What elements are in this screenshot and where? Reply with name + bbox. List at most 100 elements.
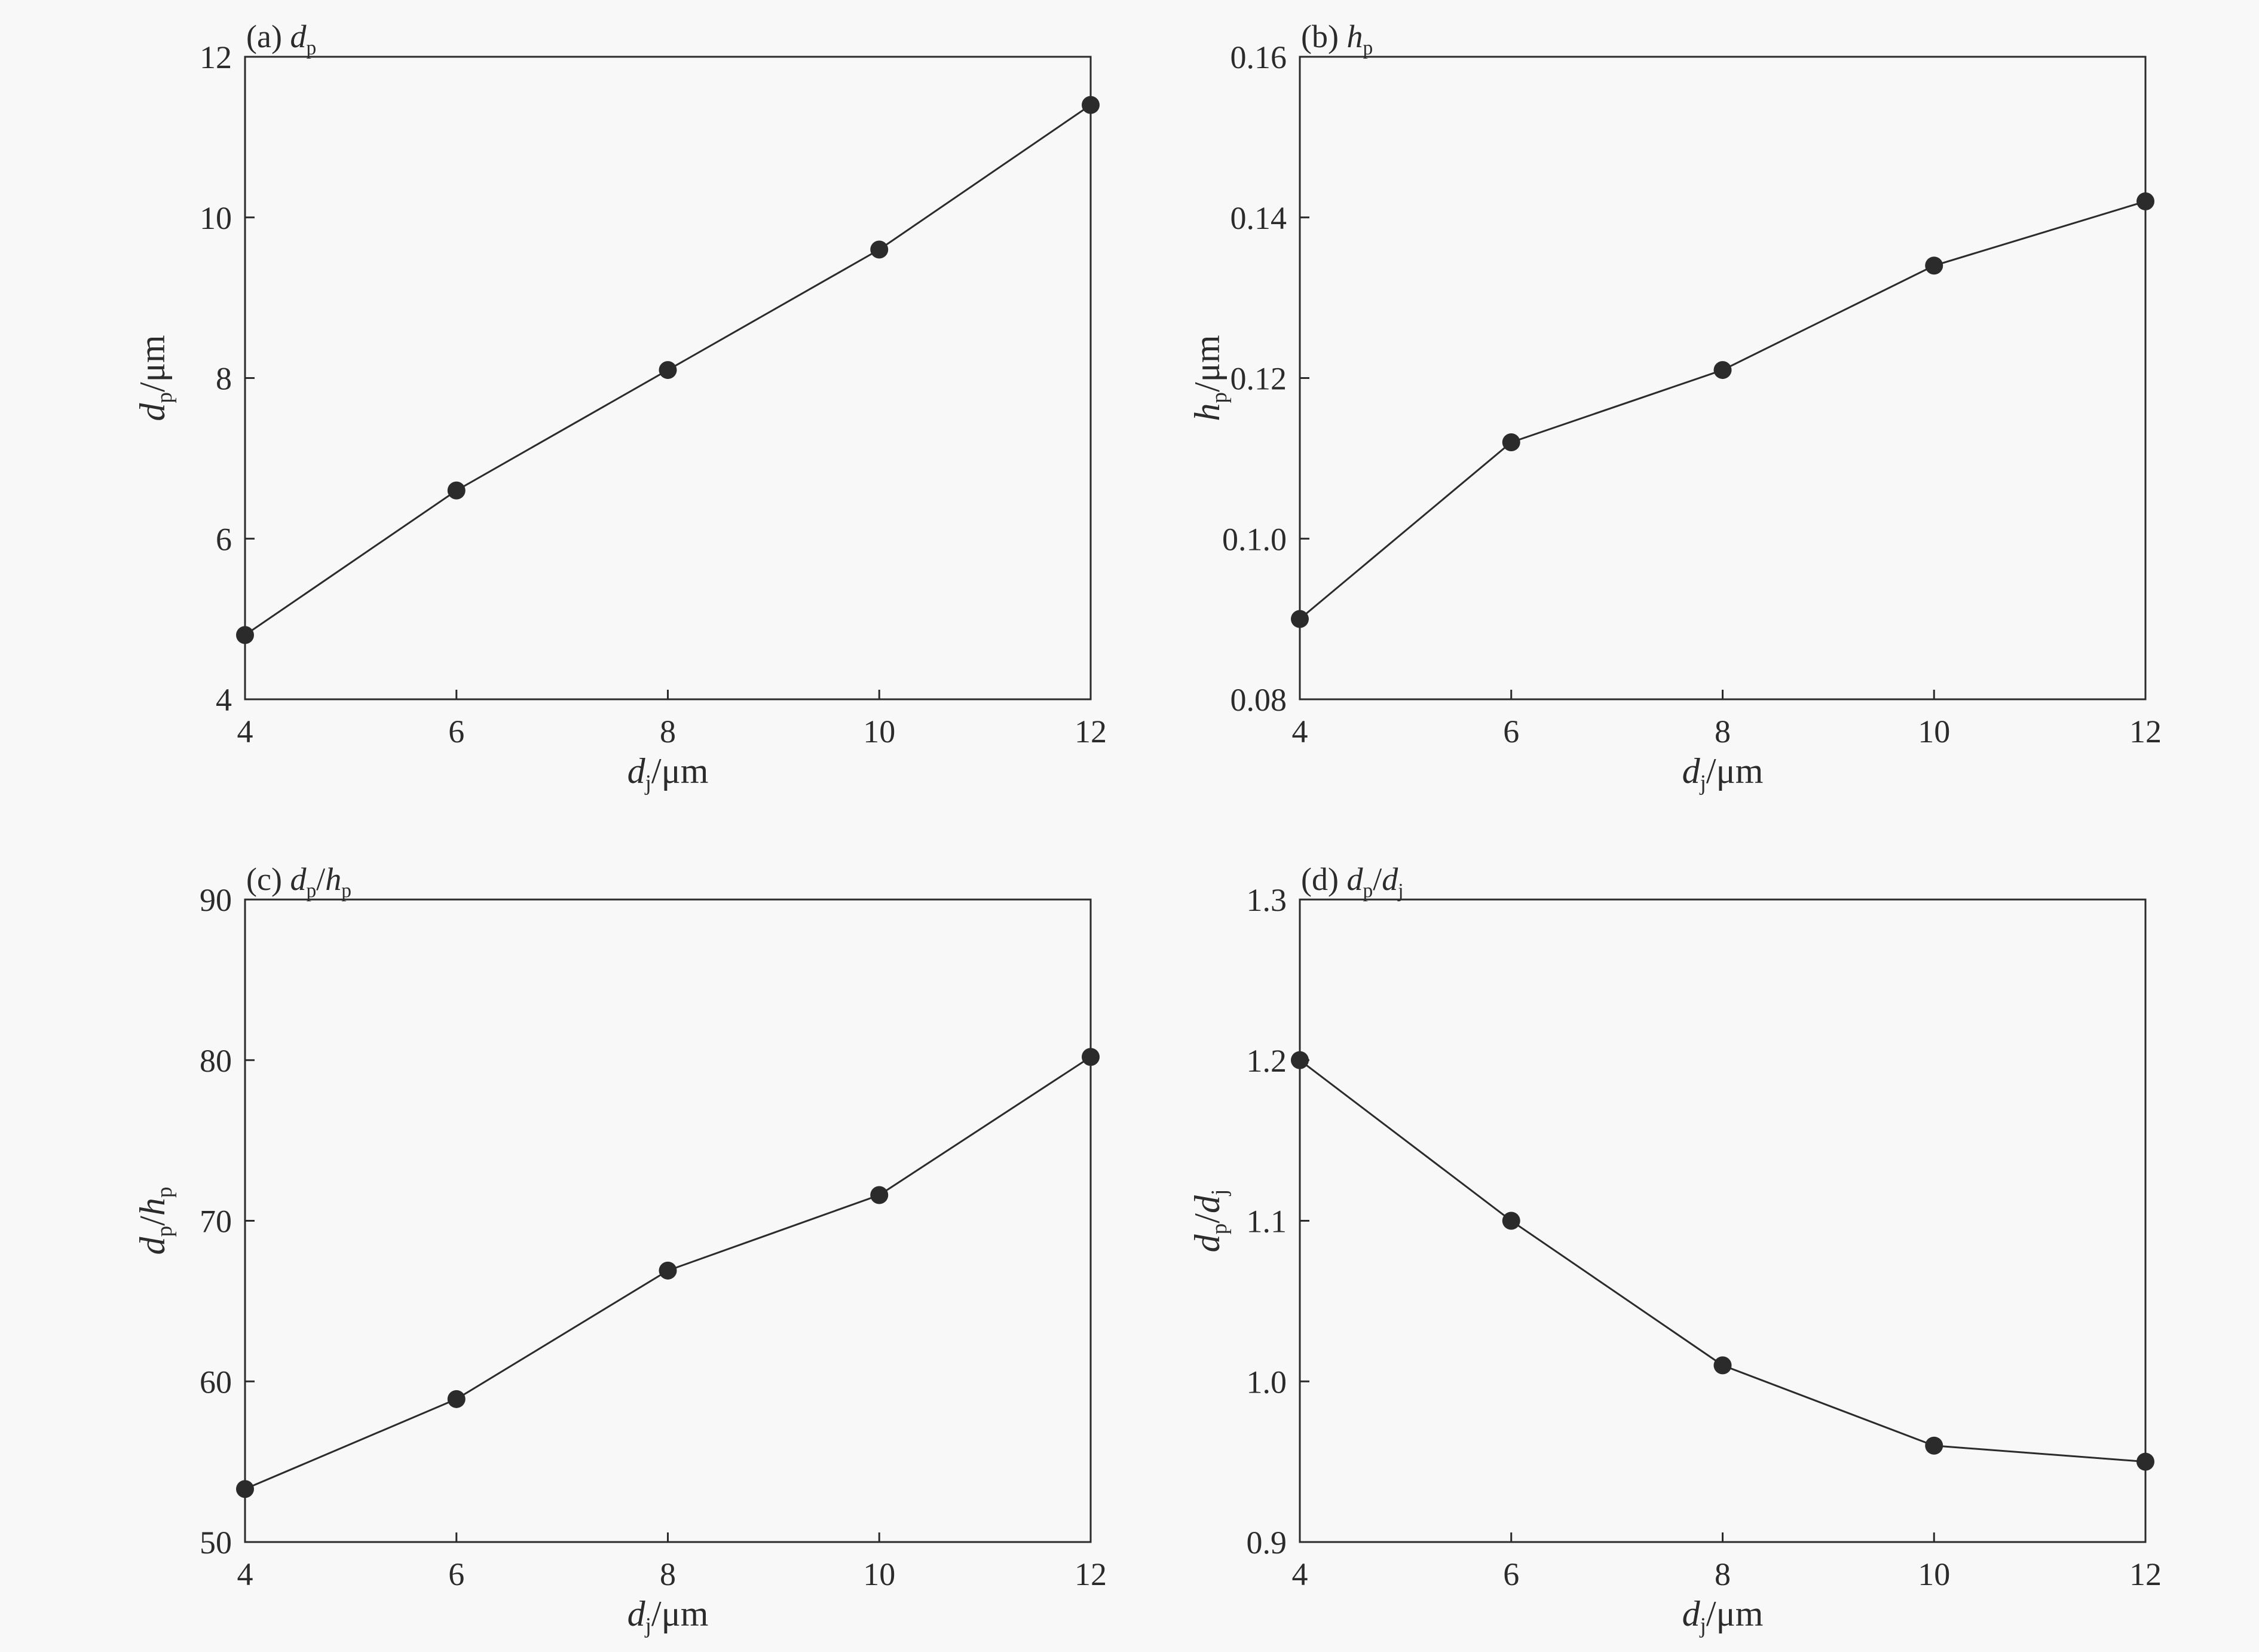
panel-title-part: j [1397, 880, 1403, 902]
data-point [1502, 433, 1520, 451]
y-tick-label: 0.12 [1230, 361, 1287, 397]
y-axis-label: hp/μm [1187, 335, 1232, 421]
x-axis-label-part: j [644, 1614, 651, 1638]
data-point [1925, 1436, 1943, 1455]
panel-title-part: d [290, 861, 307, 897]
y-tick-label: 0.14 [1230, 200, 1287, 236]
x-tick-label: 8 [1715, 1556, 1731, 1592]
x-axis-label-part: /μm [651, 751, 709, 791]
y-tick-label: 6 [216, 521, 232, 557]
data-point [1082, 1048, 1100, 1066]
y-tick-label: 1.3 [1247, 882, 1287, 918]
panel-title-prefix: (a) [246, 19, 290, 54]
y-axis-label-part: h [133, 1198, 172, 1216]
x-axis-label-part: j [1699, 1614, 1706, 1638]
y-axis-label-part: p [1207, 392, 1232, 403]
data-point [659, 1261, 677, 1280]
x-axis-label-part: d [1682, 1594, 1701, 1633]
panel-title-part: d [1382, 861, 1398, 897]
y-tick-label: 12 [200, 39, 232, 75]
x-tick-label: 4 [1292, 714, 1308, 749]
data-point [1291, 610, 1309, 628]
panel-title-part: h [325, 861, 341, 897]
panel-title-part: p [341, 880, 351, 902]
x-tick-label: 10 [1918, 1556, 1950, 1592]
panel-b: 4 6 8 10 120.080.1.00.120.140.16(b) hpdj/μmh… [1187, 19, 2162, 796]
y-tick-label: 50 [200, 1525, 232, 1561]
panel-title-part: p [306, 37, 316, 59]
y-tick-label: 60 [200, 1364, 232, 1400]
x-tick-label: 6 [448, 714, 464, 749]
y-axis-label-part: /μm [1187, 335, 1227, 392]
x-tick-label: 12 [1075, 714, 1107, 749]
x-tick-label: 6 [1503, 1556, 1519, 1592]
y-tick-label: 90 [200, 882, 232, 918]
panel-title: (c) dp/hp [246, 861, 351, 902]
x-axis-label-part: d [1682, 751, 1701, 791]
data-point [447, 481, 466, 500]
x-axis-label: dj/μm [628, 1594, 709, 1638]
y-tick-label: 0.1.0 [1222, 521, 1287, 557]
x-tick-label: 10 [1918, 714, 1950, 749]
x-tick-label: 4 [1292, 1556, 1308, 1592]
panel-title-prefix: (c) [246, 861, 290, 897]
panel-title-part: h [1346, 19, 1363, 54]
x-tick-label: 4 [237, 1556, 253, 1592]
data-point [1713, 1356, 1732, 1375]
x-axis-label-part: d [628, 1594, 646, 1633]
y-axis-label: dp/dj [1187, 1189, 1232, 1253]
data-point [870, 1186, 889, 1204]
data-point [870, 240, 889, 259]
y-axis-label: dp/hp [133, 1187, 177, 1255]
panel-title-part: p [1363, 37, 1373, 59]
series-line [1299, 1059, 2146, 1463]
data-point [2136, 1452, 2154, 1471]
x-axis-label: dj/μm [1682, 751, 1764, 796]
y-axis-label-part: p [152, 1226, 177, 1237]
y-axis-label-part: p [152, 392, 177, 403]
panel-title-prefix: (b) [1301, 19, 1346, 54]
y-tick-label: 80 [200, 1043, 232, 1079]
panel-title: (b) hp [1301, 19, 1373, 59]
y-tick-label: 1.2 [1247, 1043, 1287, 1079]
y-tick-label: 0.9 [1247, 1525, 1287, 1561]
data-point [236, 626, 254, 644]
panel-title-part: / [316, 861, 325, 897]
x-axis-label-part: /μm [1706, 751, 1764, 791]
x-axis-label-part: j [644, 771, 651, 796]
y-tick-label: 4 [216, 682, 232, 718]
y-tick-label: 1.1 [1247, 1204, 1287, 1240]
x-axis-label-part: j [1699, 771, 1706, 796]
plot-frame [244, 898, 1092, 1543]
panel-title: (a) dp [246, 19, 316, 59]
x-tick-label: 6 [448, 1556, 464, 1592]
panel-title: (d) dp/dj [1301, 861, 1404, 902]
y-axis-label-part: /μm [133, 335, 172, 392]
panel-title-part: p [1363, 880, 1373, 902]
y-axis-label: dp/μm [133, 335, 177, 421]
y-tick-label: 70 [200, 1204, 232, 1240]
data-point [1291, 1051, 1309, 1069]
data-point [1502, 1212, 1520, 1230]
panel-title-part: d [290, 19, 307, 54]
y-axis-label-part: d [133, 403, 172, 421]
x-tick-label: 10 [863, 714, 895, 749]
x-tick-label: 8 [660, 714, 676, 749]
y-axis-label-part: / [133, 1216, 172, 1226]
y-tick-label: 0.16 [1230, 39, 1287, 75]
panel-title-prefix: (d) [1301, 861, 1346, 897]
data-point [659, 361, 677, 380]
panel-title-part: d [1346, 861, 1363, 897]
panel-title-part: / [1373, 861, 1382, 897]
x-axis-label: dj/μm [628, 751, 709, 796]
y-axis-label-part: p [152, 1187, 177, 1198]
data-point [447, 1390, 466, 1408]
panel-d: 4 6 8 10 120.91.01.11.21.3(d) dp/djdj/μmdp/d… [1187, 861, 2162, 1638]
x-tick-label: 8 [660, 1556, 676, 1592]
y-axis-label-part: / [1187, 1213, 1227, 1223]
y-axis-label-part: j [1207, 1189, 1232, 1197]
data-point [1925, 256, 1943, 275]
